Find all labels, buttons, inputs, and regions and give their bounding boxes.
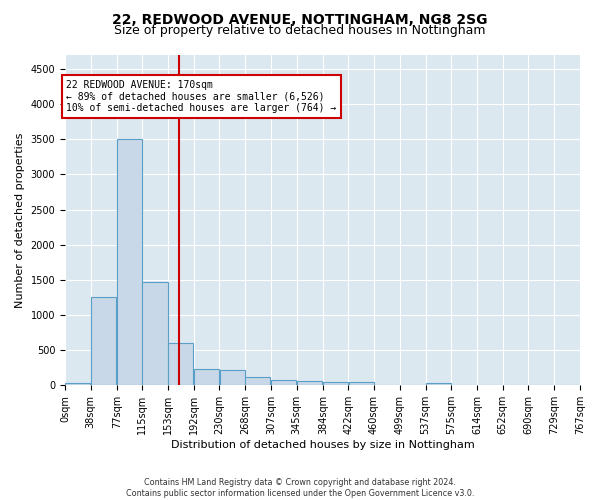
Bar [349, 382, 374, 385]
Bar [194, 369, 219, 385]
Text: Contains HM Land Registry data © Crown copyright and database right 2024.
Contai: Contains HM Land Registry data © Crown c… [126, 478, 474, 498]
Bar [220, 370, 245, 385]
Bar [168, 343, 193, 385]
Bar [245, 378, 271, 385]
Bar [142, 282, 167, 385]
Bar [117, 140, 142, 385]
Bar [426, 383, 451, 385]
X-axis label: Distribution of detached houses by size in Nottingham: Distribution of detached houses by size … [170, 440, 475, 450]
Bar [297, 382, 322, 385]
Y-axis label: Number of detached properties: Number of detached properties [15, 132, 25, 308]
Bar [271, 380, 296, 385]
Bar [65, 384, 91, 385]
Bar [91, 298, 116, 385]
Text: 22, REDWOOD AVENUE, NOTTINGHAM, NG8 2SG: 22, REDWOOD AVENUE, NOTTINGHAM, NG8 2SG [112, 12, 488, 26]
Text: Size of property relative to detached houses in Nottingham: Size of property relative to detached ho… [114, 24, 486, 37]
Text: 22 REDWOOD AVENUE: 170sqm
← 89% of detached houses are smaller (6,526)
10% of se: 22 REDWOOD AVENUE: 170sqm ← 89% of detac… [67, 80, 337, 113]
Bar [323, 382, 348, 385]
